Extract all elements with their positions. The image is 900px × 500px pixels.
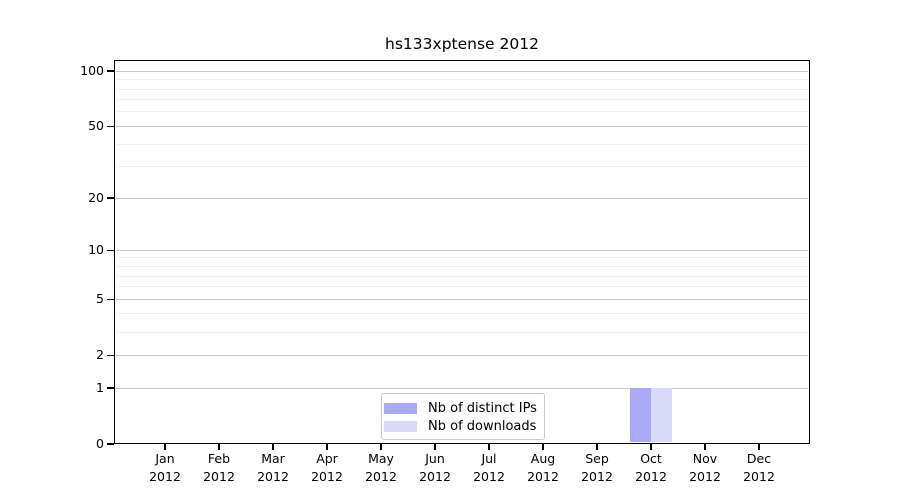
- y-tick-mark: [107, 443, 114, 445]
- x-tick-label-line: May: [368, 451, 394, 466]
- plot-area: [114, 60, 810, 444]
- x-tick-label-line: Apr: [316, 451, 338, 466]
- x-tick-mark: [272, 444, 274, 450]
- bar-downloads: [651, 388, 672, 443]
- x-tick-label-line: Feb: [207, 451, 231, 466]
- x-tick-label-line: Aug: [530, 451, 556, 466]
- x-tick-mark: [650, 444, 652, 450]
- y-tick-label: 100: [80, 62, 104, 78]
- x-tick-label-line: 2012: [635, 468, 667, 484]
- x-tick-label: Aug 2012: [513, 450, 573, 485]
- bar-distinct-ips: [630, 388, 651, 443]
- legend-label: Nb of distinct IPs: [428, 400, 537, 416]
- x-tick-label: Nov 2012: [675, 450, 735, 485]
- x-tick-label-line: Jul: [481, 451, 497, 466]
- x-tick-mark: [326, 444, 328, 450]
- legend-item: Nb of downloads: [384, 417, 540, 435]
- x-tick-label-line: Oct: [640, 451, 662, 466]
- major-gridline: [116, 70, 808, 72]
- major-gridline: [116, 197, 808, 199]
- y-tick-label: 1: [96, 379, 104, 395]
- x-tick-label-line: Sep: [585, 451, 609, 466]
- y-tick-label: 50: [88, 117, 104, 133]
- minor-gridline: [116, 88, 808, 90]
- legend-label: Nb of downloads: [428, 418, 537, 434]
- y-tick-label: 2: [96, 346, 104, 362]
- y-tick-mark: [107, 387, 114, 389]
- y-tick-label: 0: [96, 435, 104, 451]
- x-tick-mark: [488, 444, 490, 450]
- legend: Nb of distinct IPs Nb of downloads: [381, 393, 545, 440]
- y-tick-label: 10: [88, 241, 104, 257]
- x-tick-mark: [218, 444, 220, 450]
- x-tick-label-line: 2012: [689, 468, 721, 484]
- x-tick-label: Jul 2012: [459, 450, 519, 485]
- x-tick-mark: [434, 444, 436, 450]
- major-gridline: [116, 354, 808, 356]
- x-tick-label: Apr 2012: [297, 450, 357, 485]
- x-tick-mark: [704, 444, 706, 450]
- x-tick-mark: [758, 444, 760, 450]
- x-tick-label-line: Dec: [746, 451, 772, 466]
- minor-gridline: [116, 166, 808, 168]
- y-tick-label: 20: [88, 189, 104, 205]
- x-tick-label: Jun 2012: [405, 450, 465, 485]
- legend-swatch-distinct-ips: [384, 402, 417, 414]
- minor-gridline: [116, 257, 808, 259]
- x-tick-label-line: 2012: [149, 468, 181, 484]
- x-tick-label-line: 2012: [203, 468, 235, 484]
- minor-gridline: [116, 99, 808, 101]
- minor-gridline: [116, 143, 808, 145]
- y-tick-label: 5: [96, 290, 104, 306]
- x-tick-label-line: 2012: [311, 468, 343, 484]
- x-tick-label-line: Jan: [155, 451, 175, 466]
- x-tick-label: May 2012: [351, 450, 411, 485]
- x-tick-label-line: 2012: [365, 468, 397, 484]
- x-tick-label-line: Jun: [425, 451, 445, 466]
- x-tick-label-line: 2012: [419, 468, 451, 484]
- y-tick-mark: [107, 197, 114, 199]
- x-tick-label: Sep 2012: [567, 450, 627, 485]
- minor-gridline: [116, 266, 808, 267]
- x-tick-label-line: 2012: [743, 468, 775, 484]
- major-gridline: [116, 125, 808, 127]
- chart-title: hs133xptense 2012: [385, 35, 539, 53]
- y-tick-mark: [107, 354, 114, 356]
- legend-item: Nb of distinct IPs: [384, 399, 540, 417]
- x-tick-mark: [380, 444, 382, 450]
- minor-gridline: [116, 313, 808, 315]
- minor-gridline: [116, 331, 808, 333]
- x-tick-label-line: 2012: [473, 468, 505, 484]
- legend-swatch-downloads: [384, 420, 417, 432]
- x-tick-label: Oct 2012: [621, 450, 681, 485]
- y-tick-mark: [107, 70, 114, 72]
- minor-gridline: [116, 111, 808, 113]
- x-tick-label: Feb 2012: [189, 450, 249, 485]
- major-gridline: [116, 249, 808, 251]
- x-tick-label: Jan 2012: [135, 450, 195, 485]
- y-tick-mark: [107, 125, 114, 128]
- minor-gridline: [116, 286, 808, 288]
- x-tick-label: Mar 2012: [243, 450, 303, 485]
- minor-gridline: [116, 275, 808, 277]
- x-tick-mark: [596, 444, 598, 450]
- x-tick-label-line: Mar: [261, 451, 285, 466]
- x-tick-label-line: 2012: [257, 468, 289, 484]
- x-tick-label-line: 2012: [527, 468, 559, 484]
- x-tick-label-line: 2012: [581, 468, 613, 484]
- major-gridline: [116, 387, 808, 389]
- y-tick-mark: [107, 249, 114, 252]
- minor-gridline: [116, 79, 808, 81]
- y-tick-mark: [107, 298, 114, 300]
- x-tick-mark: [164, 444, 166, 450]
- major-gridline: [116, 298, 808, 300]
- x-tick-label-line: Nov: [692, 451, 718, 466]
- x-tick-mark: [542, 444, 544, 450]
- x-tick-label: Dec 2012: [729, 450, 789, 485]
